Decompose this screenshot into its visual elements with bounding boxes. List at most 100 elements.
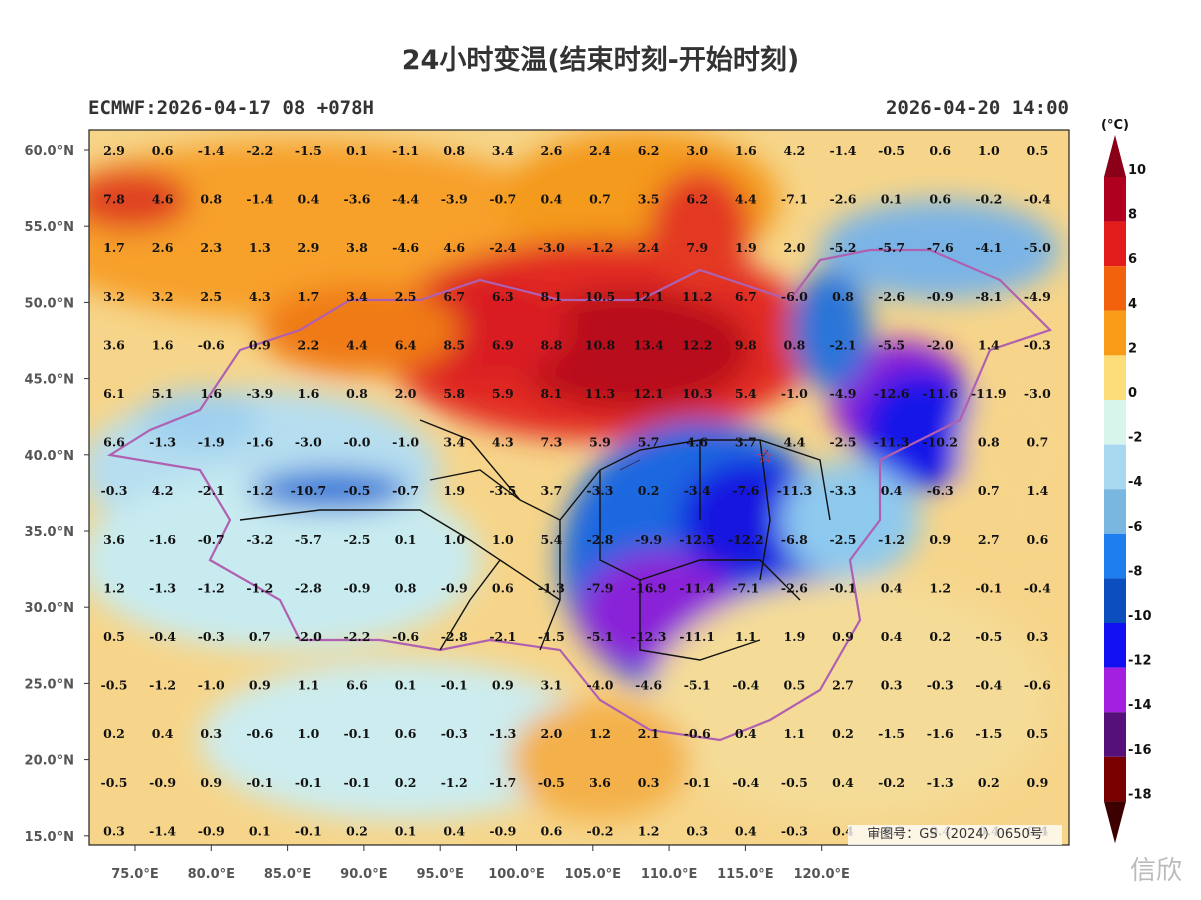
longitude-labels: 75.0°E 80.0°E 85.0°E 90.0°E 95.0°E 100.0°E 105… <box>111 845 850 882</box>
grid-value: 1.3 <box>249 240 271 255</box>
grid-value: -2.1 <box>489 629 516 644</box>
colorbar-swatch <box>1104 310 1126 356</box>
grid-value: 1.9 <box>443 483 465 498</box>
grid-value: -0.3 <box>101 483 128 498</box>
grid-value: 1.9 <box>784 629 806 644</box>
grid-value: 0.1 <box>346 143 368 158</box>
grid-value: -5.1 <box>684 678 711 693</box>
grid-value: -1.3 <box>927 775 954 790</box>
grid-value: 7.8 <box>103 192 125 207</box>
grid-value: -1.6 <box>927 726 954 741</box>
grid-value: 2.5 <box>200 289 222 304</box>
grid-value: -0.5 <box>344 483 371 498</box>
grid-value: 5.9 <box>589 435 611 450</box>
grid-value: -1.7 <box>489 775 516 790</box>
latitude-label: 45.0°N <box>25 373 74 388</box>
grid-value: 6.1 <box>103 386 125 401</box>
grid-value: 2.0 <box>395 386 417 401</box>
grid-value: 0.6 <box>395 726 417 741</box>
grid-value: 6.7 <box>735 289 757 304</box>
grid-value: 0.8 <box>978 435 1000 450</box>
map-frame <box>88 129 1070 846</box>
grid-value: 3.6 <box>103 337 125 352</box>
grid-value: -2.0 <box>927 337 954 352</box>
grid-value: 1.7 <box>298 289 320 304</box>
grid-value: 0.1 <box>395 823 417 838</box>
grid-value: 0.2 <box>346 823 368 838</box>
colorbar-swatch <box>1104 221 1126 267</box>
grid-value: 1.2 <box>929 580 951 595</box>
grid-value: 10.5 <box>585 289 615 304</box>
colorbar-label: -12 <box>1128 654 1152 669</box>
map-title: 24小时变温(结束时刻-开始时刻) <box>401 45 800 76</box>
grid-value: 0.1 <box>395 532 417 547</box>
grid-value: -0.5 <box>538 775 565 790</box>
grid-value: 0.8 <box>395 580 417 595</box>
grid-value: -1.2 <box>246 483 273 498</box>
grid-value: -5.5 <box>878 337 905 352</box>
grid-value: 0.1 <box>395 678 417 693</box>
grid-value: -1.5 <box>295 143 322 158</box>
grid-value: -2.4 <box>489 240 516 255</box>
grid-value: -0.9 <box>198 823 225 838</box>
grid-value: 1.1 <box>784 726 806 741</box>
colorbar-bottom-arrow <box>1104 801 1126 844</box>
grid-value: -0.7 <box>489 192 516 207</box>
grid-value: -4.9 <box>830 386 857 401</box>
grid-value: -2.1 <box>830 337 857 352</box>
grid-value: 5.4 <box>735 386 757 401</box>
grid-value: 2.0 <box>784 240 806 255</box>
grid-value: -0.1 <box>344 775 371 790</box>
star-icon: ☆ <box>756 444 774 468</box>
grid-value: -0.5 <box>101 678 128 693</box>
grid-value: -3.0 <box>538 240 565 255</box>
valid-time-label: 2026-04-20 14:00 <box>885 97 1069 119</box>
grid-value: -5.7 <box>295 532 322 547</box>
grid-value: 4.4 <box>346 337 368 352</box>
latitude-label: 20.0°N <box>25 754 74 769</box>
grid-value: 0.8 <box>443 143 465 158</box>
grid-value: -7.6 <box>927 240 954 255</box>
grid-value: 8.1 <box>541 289 563 304</box>
grid-value: 0.4 <box>832 775 854 790</box>
grid-value: -0.4 <box>1024 580 1051 595</box>
colorbar-label: 0 <box>1128 386 1137 401</box>
colorbar-label: 4 <box>1128 297 1137 312</box>
grid-value: -2.0 <box>295 629 322 644</box>
grid-value: 1.6 <box>152 337 174 352</box>
colorbar-swatch <box>1104 355 1126 400</box>
grid-value: 6.3 <box>492 289 514 304</box>
grid-value: -2.6 <box>830 192 857 207</box>
grid-value: -16.9 <box>631 580 667 595</box>
grid-value: 2.0 <box>541 726 563 741</box>
grid-value: -0.6 <box>198 337 225 352</box>
grid-value: 4.3 <box>249 289 271 304</box>
grid-value: -0.6 <box>246 726 273 741</box>
grid-value: 3.7 <box>541 483 563 498</box>
grid-value: 2.6 <box>152 240 174 255</box>
grid-value: -0.1 <box>295 823 322 838</box>
grid-value: 4.6 <box>686 435 708 450</box>
grid-value: -2.8 <box>587 532 614 547</box>
longitude-label: 105.0°E <box>565 867 622 882</box>
grid-value: 0.8 <box>346 386 368 401</box>
grid-value: 3.4 <box>443 435 465 450</box>
grid-value: 0.8 <box>832 289 854 304</box>
colorbar-swatch <box>1104 444 1126 490</box>
grid-value: 12.1 <box>633 386 663 401</box>
grid-value: 0.3 <box>103 823 125 838</box>
grid-value: -1.6 <box>149 532 176 547</box>
grid-value: -2.1 <box>198 483 225 498</box>
grid-value: -1.6 <box>246 435 273 450</box>
grid-value: 8.1 <box>541 386 563 401</box>
grid-value: 0.7 <box>249 629 271 644</box>
grid-value: -1.0 <box>392 435 419 450</box>
grid-value: -0.4 <box>732 678 759 693</box>
grid-value: 4.6 <box>443 240 465 255</box>
grid-value: -1.2 <box>441 775 468 790</box>
grid-value: -1.5 <box>538 629 565 644</box>
grid-value: -10.2 <box>922 435 958 450</box>
grid-value: 6.2 <box>686 192 708 207</box>
longitude-label: 110.0°E <box>641 867 698 882</box>
grid-value: 0.9 <box>492 678 514 693</box>
